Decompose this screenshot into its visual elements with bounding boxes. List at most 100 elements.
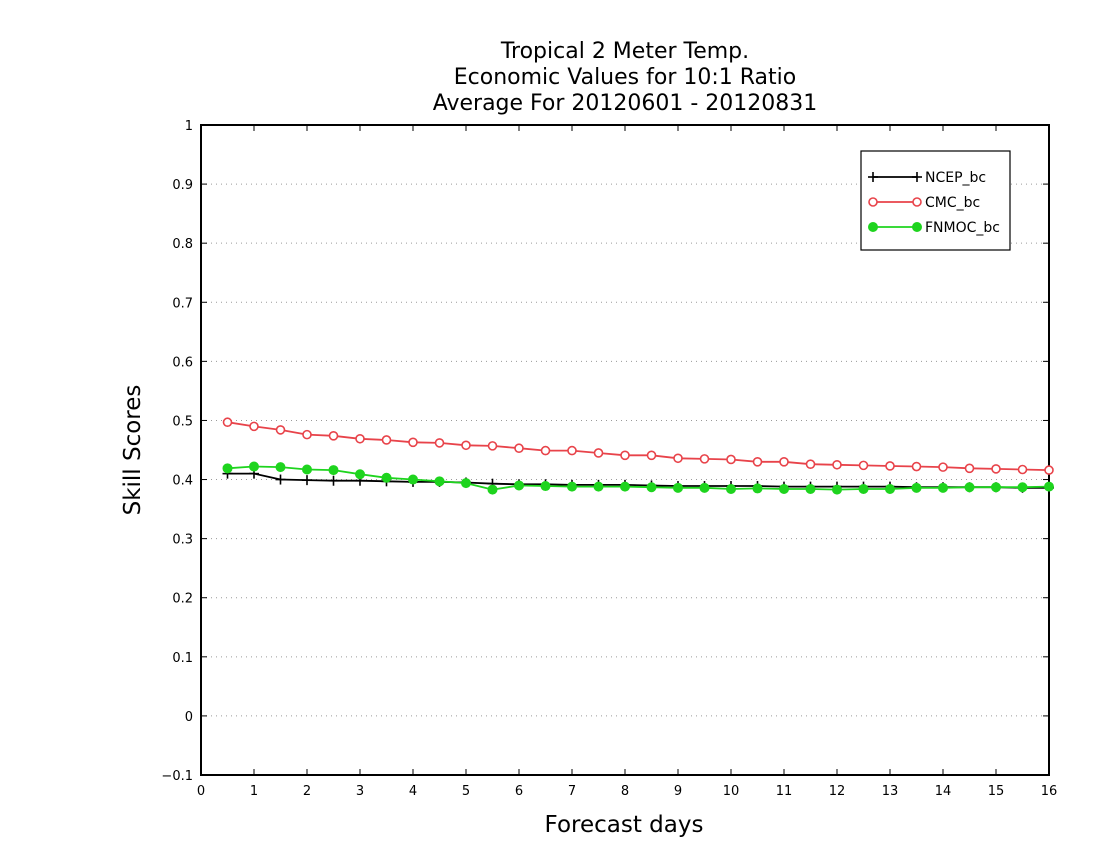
data-point-fnmoc-bc	[858, 484, 869, 494]
y-tick-label: 0.8	[172, 237, 193, 252]
data-point-cmc-bc	[779, 457, 789, 467]
data-point-fnmoc-bc	[805, 484, 816, 494]
data-point-ncep-bc	[328, 475, 339, 486]
data-point-fnmoc-bc	[355, 469, 365, 480]
x-tick-label: 8	[621, 784, 629, 799]
data-point-cmc-bc	[222, 417, 233, 428]
x-tick-label: 10	[723, 784, 740, 799]
data-point-cmc-bc	[646, 450, 657, 461]
data-point-fnmoc-bc	[514, 480, 524, 491]
legend-marker-end	[912, 172, 922, 182]
data-point-cmc-bc	[302, 429, 312, 440]
series-line-ncep-bc	[227, 472, 1049, 489]
chart-title: Tropical 2 Meter Temp. Economic Values f…	[433, 39, 818, 116]
title-line-1: Tropical 2 Meter Temp.	[500, 39, 749, 64]
data-point-fnmoc-bc	[832, 484, 842, 495]
grid	[201, 183, 1049, 717]
legend-box	[860, 150, 1011, 251]
data-point-cmc-bc	[726, 454, 736, 465]
x-tick-label: 16	[1041, 784, 1058, 799]
legend-entry-fnmoc-bc: FNMOC_bc	[868, 220, 1000, 236]
y-tick-label: 1	[185, 119, 193, 134]
y-tick-label: 0.5	[172, 414, 193, 429]
data-point-fnmoc-bc	[991, 482, 1001, 493]
y-tick-label: 0	[185, 710, 193, 725]
data-point-fnmoc-bc	[302, 464, 312, 475]
data-point-fnmoc-bc	[593, 481, 604, 492]
data-point-cmc-bc	[567, 445, 577, 456]
data-point-fnmoc-bc	[222, 463, 233, 474]
data-point-cmc-bc	[620, 450, 630, 461]
title-line-3: Average For 20120601 - 20120831	[433, 91, 818, 116]
data-point-cmc-bc	[381, 435, 392, 445]
data-point-cmc-bc	[275, 425, 286, 435]
data-point-cmc-bc	[249, 421, 259, 432]
data-point-cmc-bc	[964, 463, 975, 474]
data-point-fnmoc-bc	[567, 481, 577, 492]
data-point-cmc-bc	[434, 438, 445, 448]
x-tick-label: 6	[515, 784, 523, 799]
data-point-fnmoc-bc	[381, 472, 392, 483]
x-tick-label: 5	[462, 784, 470, 799]
data-point-fnmoc-bc	[752, 483, 763, 494]
y-axis-title: Skill Scores	[120, 385, 146, 516]
data-point-cmc-bc	[540, 445, 551, 456]
x-tick-label: 7	[568, 784, 576, 799]
title-line-2: Economic Values for 10:1 Ratio	[454, 65, 796, 90]
data-point-fnmoc-bc	[275, 462, 286, 473]
y-tick-label: 0.3	[172, 533, 193, 548]
data-point-cmc-bc	[514, 443, 524, 454]
data-point-cmc-bc	[673, 453, 683, 464]
x-tick-label: 4	[409, 784, 417, 799]
data-point-cmc-bc	[911, 461, 922, 472]
data-point-cmc-bc	[858, 460, 869, 471]
y-tick-label: −0.1	[161, 769, 193, 784]
data-point-fnmoc-bc	[1017, 482, 1028, 493]
x-tick-label: 2	[303, 784, 311, 799]
data-point-fnmoc-bc	[540, 481, 551, 492]
legend-marker-start	[868, 222, 878, 232]
x-tick-label: 11	[776, 784, 793, 799]
data-point-cmc-bc	[461, 440, 471, 451]
x-tick-label: 0	[197, 784, 205, 799]
x-tick-label: 1	[250, 784, 258, 799]
legend-label: FNMOC_bc	[925, 220, 1000, 236]
series-line-fnmoc-bc	[227, 465, 1050, 491]
x-tick-label: 13	[882, 784, 899, 799]
y-tick-label: 0.7	[172, 296, 193, 311]
data-point-cmc-bc	[805, 459, 816, 469]
y-tick-label: 0.1	[172, 651, 193, 666]
data-point-fnmoc-bc	[646, 482, 657, 493]
data-point-cmc-bc	[699, 454, 710, 464]
y-axis: −0.1 0 0.1 0.2 0.3 0.4 0.5 0.6 0.7 0.8 0.9 1	[161, 119, 1049, 784]
data-point-fnmoc-bc	[1044, 481, 1054, 492]
data-point-ncep-bc	[302, 475, 312, 486]
data-point-fnmoc-bc	[964, 482, 975, 493]
data-point-cmc-bc	[355, 433, 365, 444]
data-point-cmc-bc	[1017, 464, 1028, 475]
data-point-ncep-bc	[275, 474, 286, 485]
x-tick-label: 14	[935, 784, 952, 799]
data-point-fnmoc-bc	[487, 484, 498, 495]
data-point-cmc-bc	[328, 431, 339, 441]
legend-label: CMC_bc	[925, 195, 980, 211]
data-point-cmc-bc	[832, 459, 842, 470]
legend-marker-start	[868, 172, 878, 182]
y-tick-label: 0.6	[172, 355, 193, 370]
data-point-fnmoc-bc	[249, 461, 259, 472]
data-point-fnmoc-bc	[673, 482, 683, 493]
data-point-cmc-bc	[593, 448, 604, 458]
legend-entry-cmc-bc: CMC_bc	[868, 195, 980, 211]
data-point-fnmoc-bc	[699, 482, 710, 493]
legend-marker-start	[868, 197, 878, 207]
data-point-cmc-bc	[408, 437, 418, 448]
data-point-fnmoc-bc	[911, 482, 922, 493]
legend-entry-ncep-bc: NCEP_bc	[868, 170, 986, 186]
x-tick-label: 15	[988, 784, 1005, 799]
y-tick-label: 0.9	[172, 178, 193, 193]
x-tick-label: 9	[674, 784, 682, 799]
data-point-fnmoc-bc	[620, 481, 630, 492]
data-point-fnmoc-bc	[461, 478, 471, 489]
x-axis: 0 1 2 3 4 5 6 7 8 9 10 11 12 13 14 15 16	[197, 125, 1057, 799]
